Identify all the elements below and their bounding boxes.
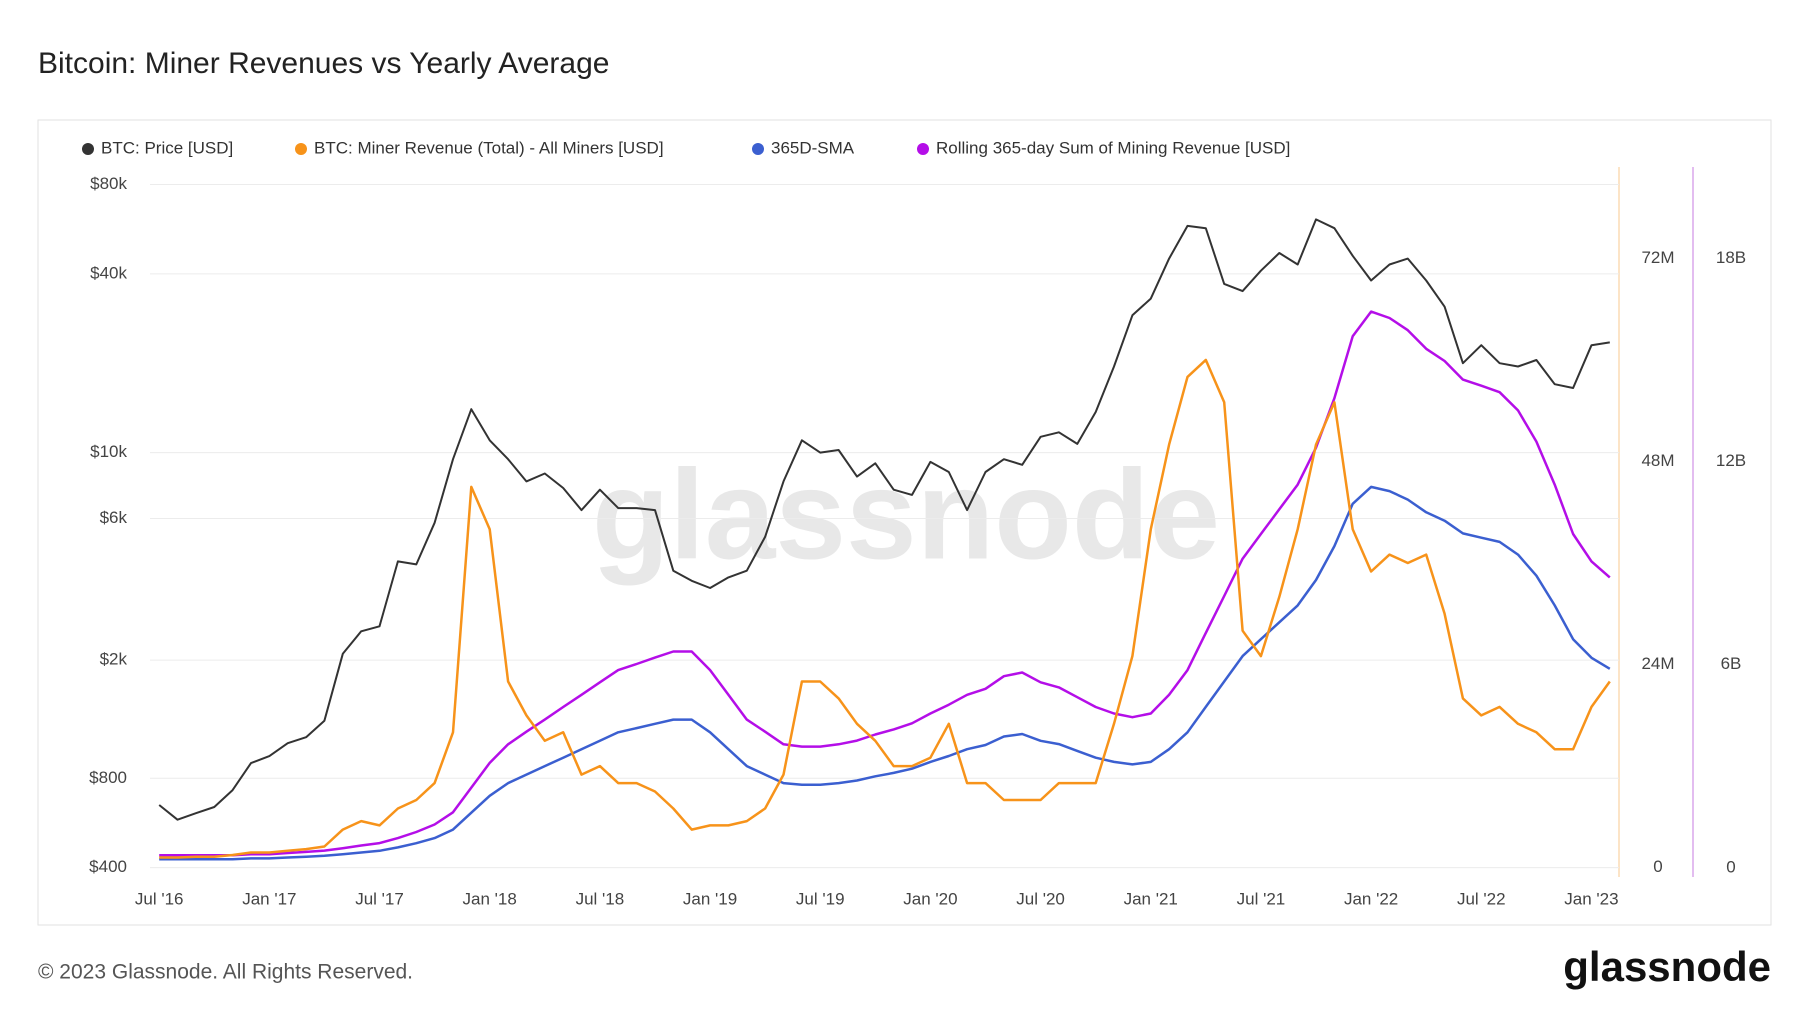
legend-label: 365D-SMA <box>771 138 855 157</box>
y-tick-label: $40k <box>90 263 127 282</box>
y-tick-label: $400 <box>89 857 127 876</box>
x-tick-label: Jul '20 <box>1016 889 1065 908</box>
x-tick-label: Jul '17 <box>355 889 404 908</box>
x-tick-label: Jul '21 <box>1237 889 1286 908</box>
y3-tick-label: 6B <box>1721 654 1742 673</box>
series-line <box>158 218 1610 821</box>
x-tick-label: Jul '19 <box>796 889 845 908</box>
x-tick-label: Jul '22 <box>1457 889 1506 908</box>
y2-tick-label: 24M <box>1641 654 1674 673</box>
logo: glassnode <box>1563 943 1771 990</box>
x-tick-label: Jan '21 <box>1124 889 1178 908</box>
footer: © 2023 Glassnode. All Rights Reserved. <box>38 961 413 984</box>
x-tick-label: Jan '17 <box>242 889 296 908</box>
y-tick-label: $800 <box>89 768 127 787</box>
chart-panel <box>37 119 1772 926</box>
y3-tick-label: 12B <box>1716 451 1746 470</box>
chart-title: Bitcoin: Miner Revenues vs Yearly Averag… <box>38 47 609 80</box>
x-tick-label: Jan '23 <box>1564 889 1618 908</box>
y2-tick-label: 48M <box>1641 451 1674 470</box>
y-tick-label: $6k <box>100 508 128 527</box>
y3-tick-label: 0 <box>1726 857 1735 876</box>
x-tick-label: Jan '20 <box>903 889 957 908</box>
legend-marker <box>917 143 929 155</box>
y3-tick-label: 18B <box>1716 248 1746 267</box>
legend-label: Rolling 365-day Sum of Mining Revenue [U… <box>936 138 1290 157</box>
grid <box>150 183 1619 869</box>
legend-marker <box>752 143 764 155</box>
series-line <box>159 358 1611 859</box>
legend-label: BTC: Miner Revenue (Total) - All Miners … <box>314 138 664 157</box>
y2-tick-label: 72M <box>1641 248 1674 267</box>
x-tick-label: Jul '18 <box>576 889 625 908</box>
x-tick-label: Jan '22 <box>1344 889 1398 908</box>
legend-marker <box>82 143 94 155</box>
y-tick-label: $80k <box>90 174 127 193</box>
series-line <box>159 310 1611 857</box>
y-tick-label: $2k <box>100 650 128 669</box>
x-tick-label: Jan '19 <box>683 889 737 908</box>
y2-tick-label: 0 <box>1653 857 1662 876</box>
x-tick-label: Jul '16 <box>135 889 184 908</box>
x-tick-label: Jan '18 <box>463 889 517 908</box>
legend-marker <box>295 143 307 155</box>
watermark: glassnode <box>592 444 1220 586</box>
series-line <box>159 485 1611 861</box>
y-tick-label: $10k <box>90 442 127 461</box>
legend-label: BTC: Price [USD] <box>101 138 233 157</box>
